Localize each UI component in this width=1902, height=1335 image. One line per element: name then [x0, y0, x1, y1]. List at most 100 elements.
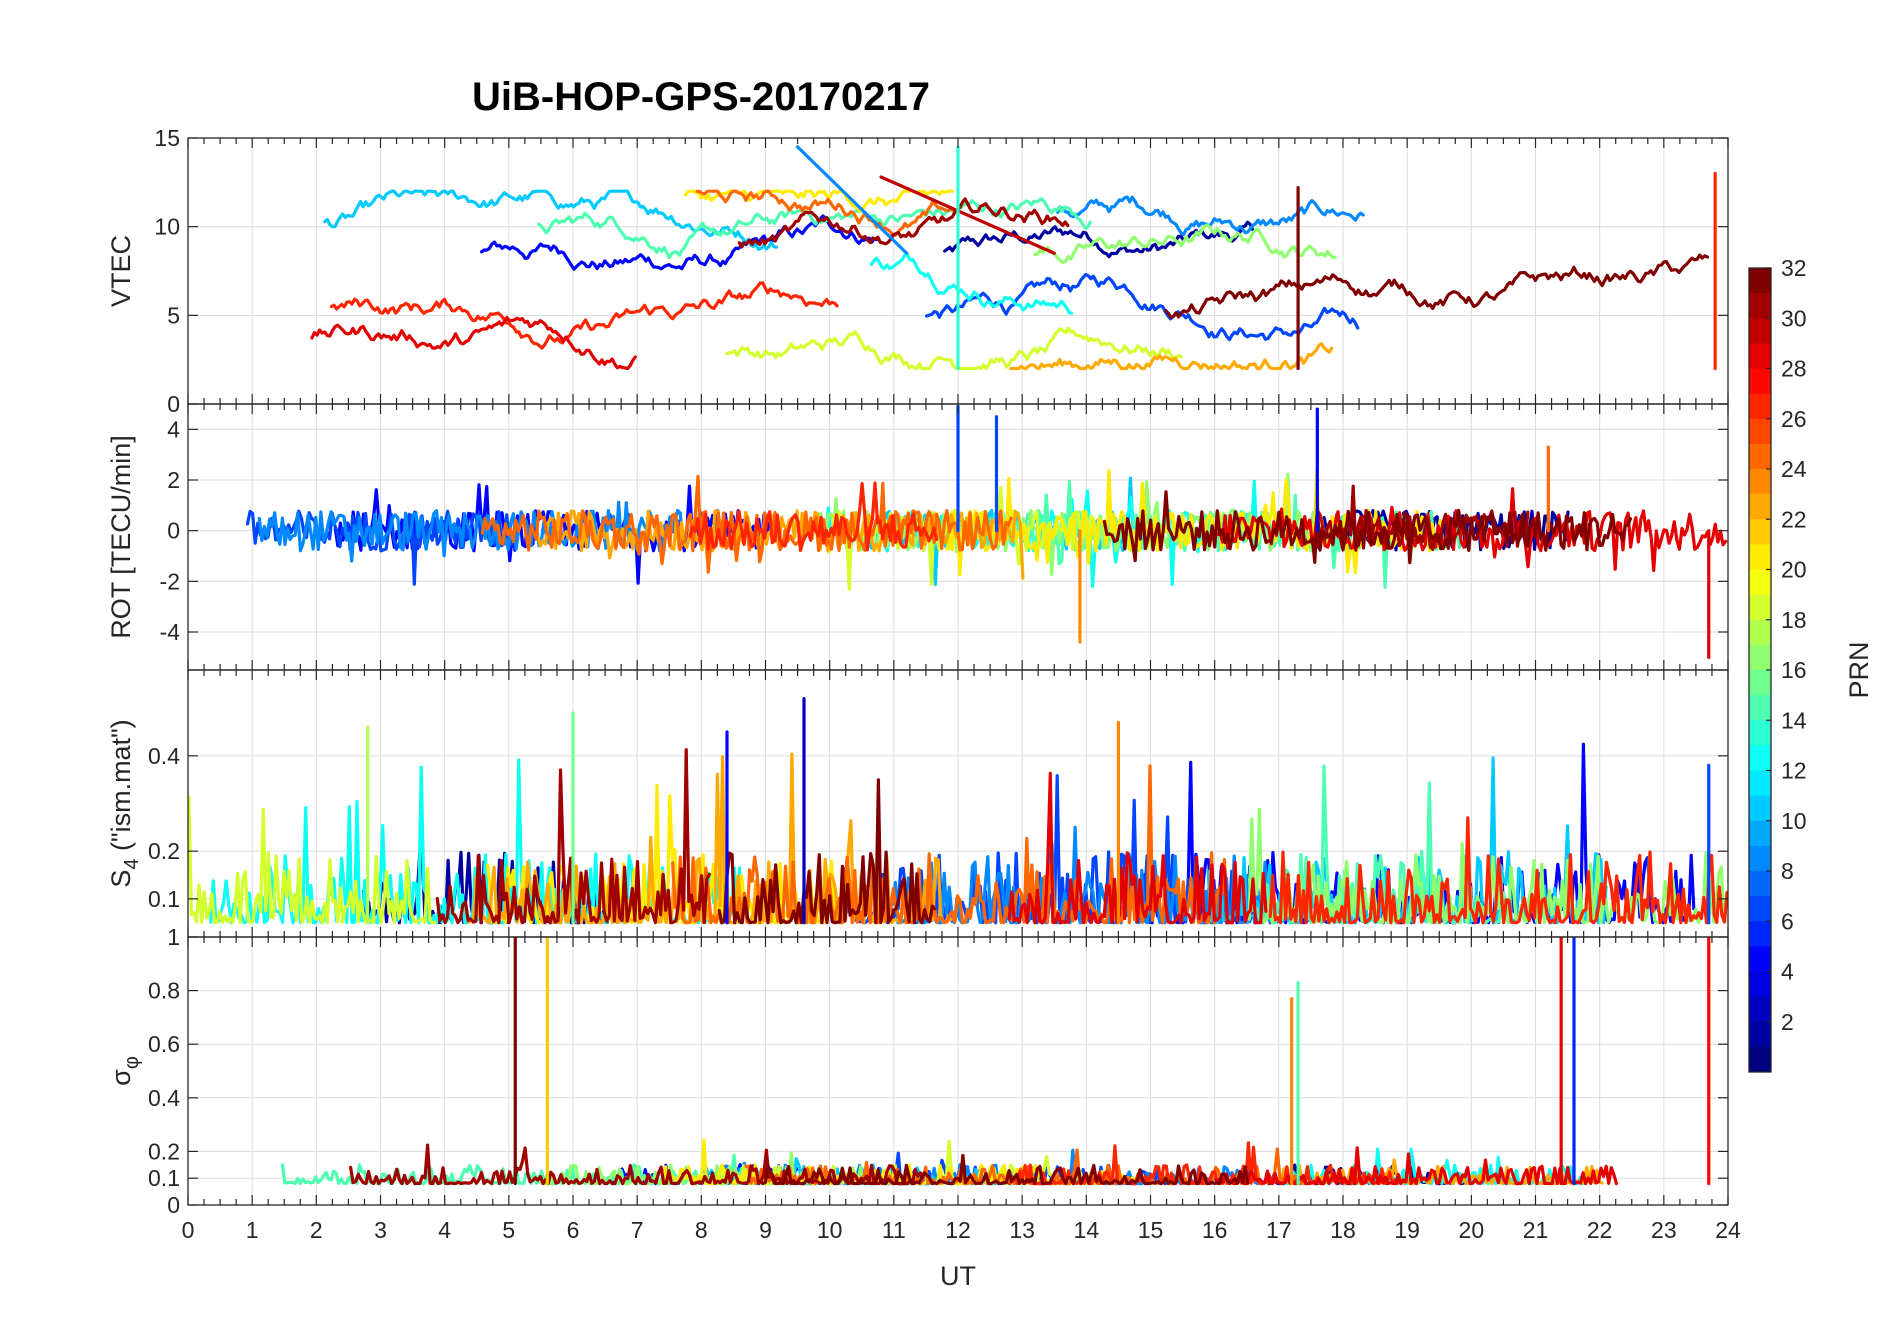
- y-tick-label: 4: [167, 416, 180, 442]
- colorbar-band: [1749, 644, 1771, 671]
- colorbar-band: [1749, 619, 1771, 646]
- series-group-sigma_phi: [280, 937, 1711, 1186]
- panel-sigma_phi: 00.10.2 0.4 0.6 0.8 1 σφ: [106, 924, 1729, 1218]
- series-prn-21: [683, 189, 955, 213]
- colorbar-band: [1749, 443, 1771, 470]
- series-prn-11: [323, 189, 779, 251]
- colorbar-tick-label: 26: [1781, 406, 1807, 432]
- colorbar-band: [1749, 544, 1771, 570]
- y-tick-label: 0.2: [148, 1138, 180, 1164]
- x-tick-label: 9: [759, 1217, 772, 1243]
- series-prn-7: [245, 509, 522, 586]
- series-prn-23: [1274, 1158, 1604, 1186]
- colorbar-band: [1749, 594, 1771, 621]
- x-tick-label: 4: [438, 1217, 451, 1243]
- colorbar-band: [1749, 318, 1771, 344]
- colorbar-band: [1749, 770, 1771, 797]
- x-tick-label: 14: [1074, 1217, 1100, 1243]
- y-tick-label: 0.6: [148, 1031, 180, 1057]
- colorbar-band: [1749, 519, 1771, 545]
- panel-rot: -4 -2 0 2 4 ROT [TECU/min]: [106, 403, 1729, 671]
- colorbar-tick-label: 28: [1781, 356, 1807, 382]
- y-tick-label: 2: [167, 467, 180, 493]
- series-prn-13: [869, 253, 1074, 315]
- colorbar-tick-label: 6: [1781, 908, 1794, 934]
- x-tick-label: 24: [1715, 1217, 1741, 1243]
- y-tick-label: 0.4: [148, 743, 180, 769]
- series-group-rot: [245, 404, 1728, 659]
- x-axis: 0 1 2 3 4 5 6 7 8 9 10 11 12 13 14 15 16 17 18 19 20 21 22 23 24: [182, 1217, 1741, 1243]
- series-prn-27: [1268, 816, 1728, 925]
- y-axis-label-s4: S4 ("ism.mat"): [106, 719, 143, 887]
- x-tick-label: 18: [1330, 1217, 1356, 1243]
- colorbar-tick-label: 4: [1781, 959, 1794, 985]
- y-axis-label-vtec: VTEC: [106, 235, 136, 307]
- series-prn-31: [737, 197, 1070, 249]
- colorbar-band: [1749, 393, 1771, 420]
- series-prn-25: [480, 474, 1013, 574]
- colorbar-band: [1749, 871, 1771, 897]
- colorbar-tick-label: 32: [1781, 255, 1807, 281]
- colorbar-band: [1749, 971, 1771, 998]
- x-tick-label: 11: [882, 1217, 906, 1243]
- colorbar-band: [1749, 695, 1771, 721]
- colorbar-tick-label: 12: [1781, 758, 1807, 784]
- colorbar-band: [1749, 469, 1771, 495]
- colorbar-band: [1749, 670, 1771, 696]
- series-prn-17: [1033, 223, 1337, 264]
- event-trace-prn-9: [795, 145, 909, 255]
- colorbar-band: [1749, 745, 1771, 771]
- x-tick-label: 15: [1138, 1217, 1164, 1243]
- series-prn-32: [1164, 253, 1710, 319]
- colorbar-label: PRN: [1844, 641, 1874, 698]
- colorbar-band: [1749, 268, 1771, 294]
- series-prn-29: [1007, 771, 1268, 925]
- x-tick-label: 19: [1394, 1217, 1420, 1243]
- series-prn-32: [761, 1153, 1250, 1186]
- y-tick-label: -4: [160, 619, 181, 645]
- x-tick-label: 23: [1651, 1217, 1677, 1243]
- colorbar-band: [1749, 720, 1771, 746]
- series-prn-29: [310, 316, 637, 371]
- colorbar-band: [1749, 946, 1771, 972]
- y-tick-label: 5: [167, 302, 180, 328]
- series-prn-19: [188, 795, 437, 925]
- x-tick-label: 12: [945, 1217, 971, 1243]
- colorbar-band: [1749, 368, 1771, 395]
- series-prn-27: [688, 481, 939, 552]
- colorbar-tick-label: 20: [1781, 557, 1807, 583]
- colorbar-band: [1749, 996, 1771, 1023]
- x-tick-label: 10: [817, 1217, 843, 1243]
- colorbar-tick-label: 2: [1781, 1009, 1794, 1035]
- series-prn-9: [1056, 195, 1365, 237]
- x-tick-label: 22: [1587, 1217, 1613, 1243]
- colorbar-tick-label: 16: [1781, 657, 1807, 683]
- colorbar-tick-label: 24: [1781, 456, 1807, 482]
- chart-title: UiB-HOP-GPS-20170217: [472, 75, 930, 119]
- panel-vtec: 0 5 10 15 VTEC: [106, 125, 1729, 417]
- x-tick-label: 1: [246, 1217, 259, 1243]
- colorbar-band: [1749, 845, 1771, 872]
- colorbar-band: [1749, 896, 1771, 922]
- x-tick-label: 6: [567, 1217, 580, 1243]
- x-tick-label: 7: [631, 1217, 644, 1243]
- series-prn-25: [670, 764, 1229, 925]
- series-prn-29: [1214, 1146, 1619, 1186]
- colorbar-tick-label: 22: [1781, 506, 1807, 532]
- series-group-vtec: [310, 145, 1717, 371]
- x-tick-label: 3: [374, 1217, 387, 1243]
- y-tick-label: 0.4: [148, 1085, 180, 1111]
- colorbar-tick-label: 18: [1781, 607, 1807, 633]
- x-tick-label: 13: [1009, 1217, 1035, 1243]
- x-axis-label: UT: [940, 1261, 976, 1291]
- y-tick-label: -2: [160, 568, 180, 594]
- x-tick-label: 5: [502, 1217, 515, 1243]
- colorbar-band: [1749, 343, 1771, 369]
- x-tick-label: 21: [1523, 1217, 1549, 1243]
- series-prn-19: [725, 326, 1183, 371]
- colorbar-band: [1749, 921, 1771, 947]
